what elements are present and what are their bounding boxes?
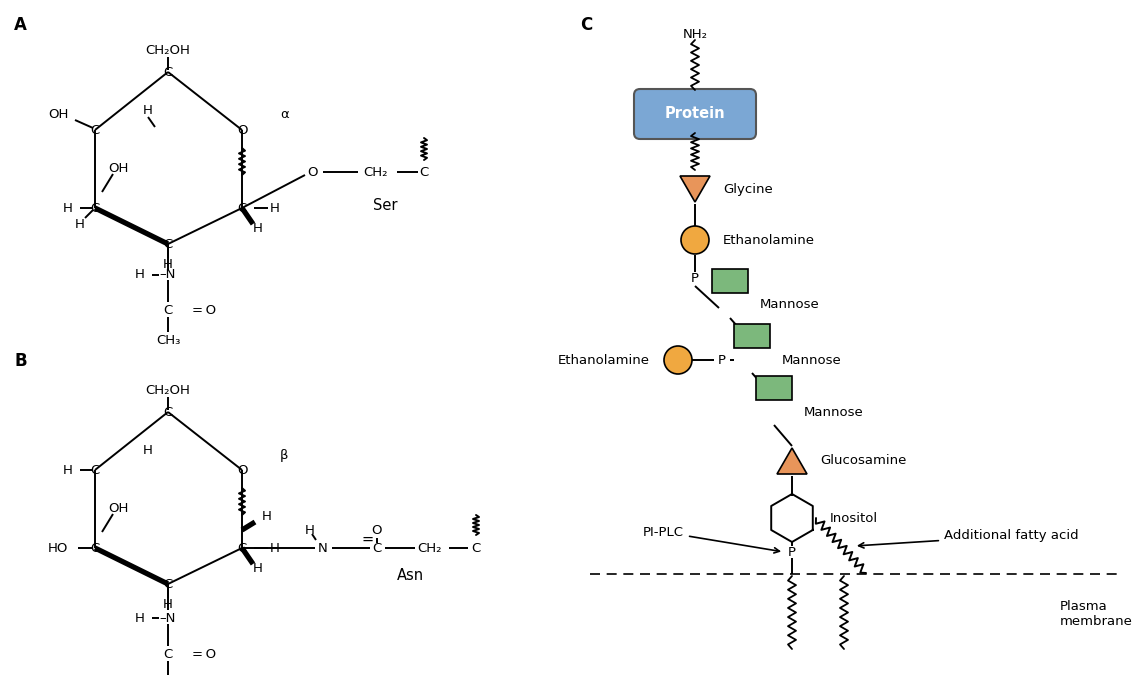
Text: NH₂: NH₂ (682, 28, 708, 41)
Text: C: C (237, 541, 247, 554)
Bar (734, 324, 770, 348)
Text: CH₃: CH₃ (156, 333, 180, 346)
Text: C: C (580, 16, 592, 34)
Text: OH: OH (48, 109, 68, 121)
Polygon shape (777, 448, 807, 474)
Text: CH₂: CH₂ (364, 165, 388, 178)
Text: Additional fatty acid: Additional fatty acid (859, 529, 1078, 548)
Circle shape (681, 226, 709, 254)
Text: =: = (362, 531, 374, 547)
Text: Glycine: Glycine (723, 184, 773, 196)
Text: C: C (163, 238, 173, 250)
Text: H: H (63, 202, 73, 215)
Text: OH: OH (108, 502, 128, 514)
Text: H: H (270, 202, 280, 215)
Text: H: H (305, 524, 315, 537)
Text: CH₂: CH₂ (418, 541, 443, 554)
Text: H: H (253, 221, 263, 234)
Text: C: C (471, 541, 481, 554)
Circle shape (664, 346, 692, 374)
Text: H: H (143, 103, 153, 117)
Bar (756, 376, 791, 400)
Text: Glucosamine: Glucosamine (820, 454, 906, 466)
Polygon shape (680, 176, 710, 202)
Text: C: C (91, 464, 100, 477)
Text: P: P (718, 354, 726, 367)
Text: –N: –N (159, 269, 177, 281)
Text: = O: = O (192, 304, 216, 317)
Text: Mannose: Mannose (760, 298, 820, 311)
Text: C: C (163, 647, 173, 661)
Text: H: H (270, 541, 280, 554)
Text: –N: –N (159, 612, 177, 624)
Text: β: β (280, 448, 289, 462)
Text: H: H (163, 259, 173, 271)
Text: C: C (163, 406, 173, 418)
Text: H: H (135, 269, 145, 281)
Text: C: C (373, 541, 382, 554)
Text: C: C (163, 65, 173, 78)
Text: Mannose: Mannose (804, 406, 864, 418)
Text: C: C (91, 124, 100, 136)
Text: C: C (237, 202, 247, 215)
Text: H: H (253, 562, 263, 574)
Text: O: O (372, 524, 382, 537)
Text: Asn: Asn (397, 568, 423, 583)
Bar (712, 269, 748, 293)
Text: H: H (262, 510, 272, 524)
FancyBboxPatch shape (634, 89, 756, 139)
Text: C: C (91, 541, 100, 554)
Text: B: B (14, 352, 26, 370)
Text: Plasma
membrane: Plasma membrane (1060, 600, 1133, 628)
Text: α: α (280, 109, 289, 121)
Text: HO: HO (48, 541, 68, 554)
Text: C: C (163, 304, 173, 317)
Text: C: C (91, 202, 100, 215)
Text: O: O (306, 165, 318, 178)
Text: Ethanolamine: Ethanolamine (723, 234, 816, 246)
Text: P: P (788, 545, 796, 558)
Text: Mannose: Mannose (782, 354, 842, 367)
Text: Ethanolamine: Ethanolamine (557, 354, 650, 367)
Text: O: O (236, 124, 248, 136)
Text: Inositol: Inositol (830, 512, 879, 524)
Text: P: P (690, 271, 699, 284)
Text: C: C (420, 165, 429, 178)
Text: = O: = O (192, 647, 216, 661)
Text: CH₂OH: CH₂OH (146, 43, 190, 57)
Text: N: N (318, 541, 328, 554)
Text: CH₂OH: CH₂OH (146, 383, 190, 396)
Text: H: H (143, 443, 153, 456)
Text: H: H (63, 464, 73, 477)
Text: C: C (163, 578, 173, 591)
Text: H: H (75, 217, 85, 230)
Text: Protein: Protein (665, 107, 725, 122)
Text: OH: OH (108, 161, 128, 175)
Text: PI-PLC: PI-PLC (643, 526, 780, 553)
Text: Ser: Ser (373, 198, 397, 213)
Text: H: H (163, 599, 173, 612)
Text: O: O (236, 464, 248, 477)
Text: A: A (14, 16, 26, 34)
Text: H: H (135, 612, 145, 624)
